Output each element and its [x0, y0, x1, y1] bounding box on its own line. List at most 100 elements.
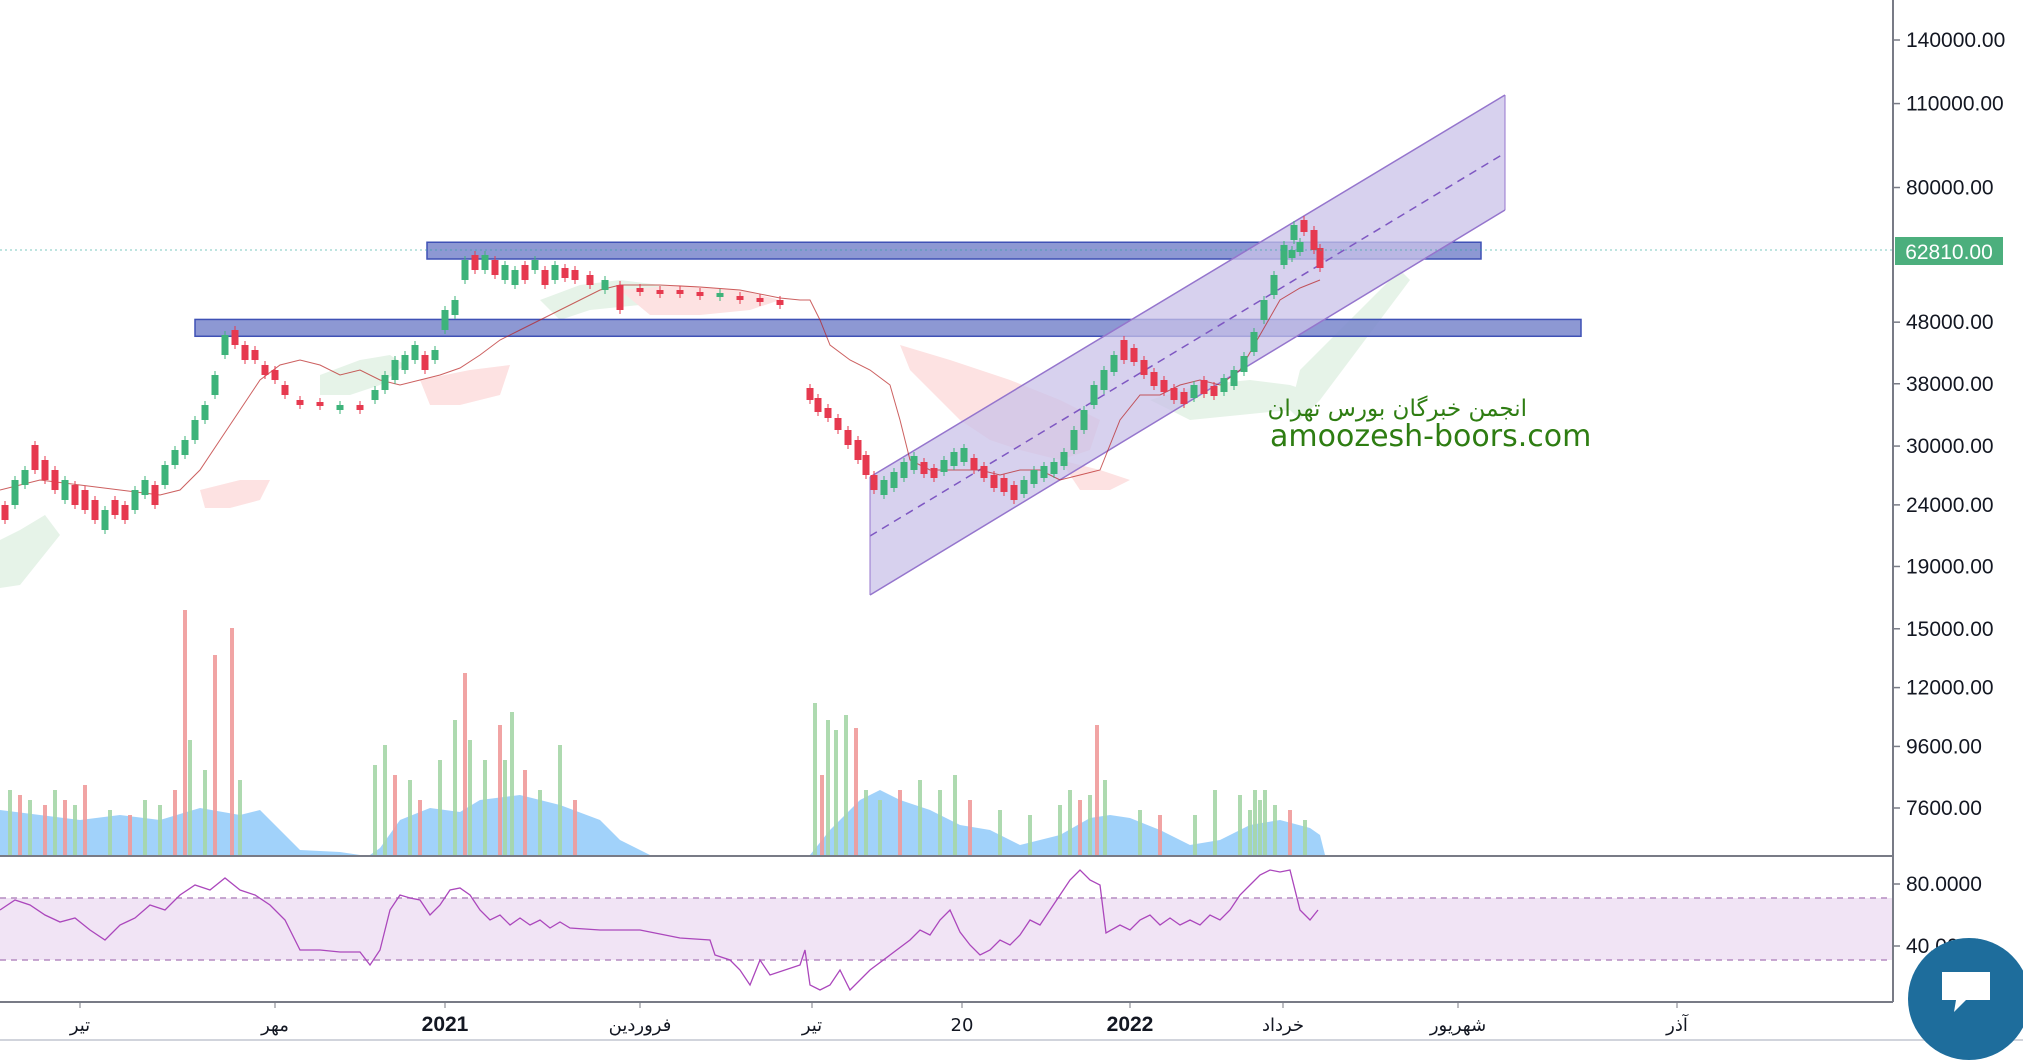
candle-body	[481, 255, 489, 270]
candle-body	[101, 510, 109, 530]
volume-bar	[203, 770, 207, 855]
candle-body	[561, 268, 569, 278]
volume-bar	[63, 800, 67, 855]
candle-body	[890, 472, 898, 488]
candle-body	[806, 388, 814, 400]
volume-bar	[238, 780, 242, 855]
candle-body	[920, 462, 928, 474]
candle-body	[854, 440, 862, 460]
rsi-tick-label: 80.0000	[1906, 873, 1982, 896]
candle-body	[716, 293, 724, 297]
price-tick-label: 7600.00	[1906, 797, 1982, 820]
candle-body	[756, 298, 764, 302]
candle-body	[1120, 340, 1128, 360]
volume-bar	[1088, 795, 1092, 855]
watermark-persian: انجمن خبرگان بورس تهران	[1267, 395, 1527, 422]
candle-body	[201, 405, 209, 420]
volume-bar	[1303, 820, 1307, 855]
resistance-zones[interactable]	[194, 241, 1582, 338]
resistance-zone[interactable]	[426, 241, 1482, 260]
time-axis-label: تیر	[801, 1015, 822, 1036]
channel-mid-line[interactable]	[869, 152, 1506, 537]
time-axis-label: آذر	[1665, 1013, 1689, 1036]
time-axis-label: 2021	[422, 1013, 469, 1036]
candle-body	[814, 398, 822, 412]
last-price-tag	[1895, 237, 2003, 265]
volume-bar	[1263, 790, 1267, 855]
candle-body	[141, 480, 149, 495]
volume-bar	[73, 805, 77, 855]
volume-bar	[938, 790, 942, 855]
volume-bar	[108, 810, 112, 855]
volume-bar	[1095, 725, 1099, 855]
chat-button[interactable]	[1908, 938, 2023, 1060]
candlestick-series[interactable]	[1, 216, 1324, 534]
resistance-zone[interactable]	[194, 318, 1582, 338]
candle-body	[91, 500, 99, 520]
volume-bar	[864, 790, 868, 855]
candle-body	[1316, 248, 1324, 268]
candle-body	[281, 385, 289, 395]
candle-body	[1070, 430, 1078, 450]
volume-bar	[1273, 805, 1277, 855]
volume-bar	[128, 815, 132, 855]
candle-body	[1220, 378, 1228, 392]
candle-body	[601, 280, 609, 290]
time-axis[interactable]: تیر مهر 2021 فروردین تیر 20 2022 خرداد شهریور آذر	[69, 1002, 1689, 1036]
candle-body	[571, 270, 579, 280]
volume-bar	[1103, 780, 1107, 855]
candle-body	[211, 375, 219, 395]
volume-bar	[1158, 815, 1162, 855]
price-tick-label: 15000.00	[1906, 618, 1994, 641]
candle-body	[1260, 300, 1268, 320]
volume-bar	[854, 728, 858, 855]
price-tick-label: 80000.00	[1906, 177, 1994, 200]
candle-body	[824, 408, 832, 418]
volume-bar	[418, 800, 422, 855]
candle-body	[131, 490, 139, 510]
volume-bar	[813, 703, 817, 855]
candle-body	[1080, 410, 1088, 430]
candle-body	[1160, 380, 1168, 392]
price-axis[interactable]: 140000.00 110000.00 80000.00 48000.00 38000.…	[1893, 29, 2005, 820]
price-tick-label: 19000.00	[1906, 555, 1994, 578]
price-tick-label: 110000.00	[1906, 93, 2004, 116]
candle-body	[316, 402, 324, 406]
candle-body	[61, 480, 69, 500]
candle-body	[1130, 348, 1138, 362]
channel-upper-line[interactable]	[869, 94, 1506, 478]
regression-channel[interactable]	[869, 94, 1506, 596]
candle-body	[586, 275, 594, 285]
candle-body	[696, 292, 704, 296]
candle-body	[31, 445, 39, 470]
volume-bar	[878, 800, 882, 855]
volume-bar	[826, 720, 830, 855]
candle-body	[900, 462, 908, 478]
candle-body	[676, 290, 684, 294]
volume-bar	[1193, 815, 1197, 855]
volume-bar	[844, 715, 848, 855]
volume-bar	[1138, 810, 1142, 855]
candle-body	[940, 460, 948, 472]
volume-bar	[953, 775, 957, 855]
candle-body	[51, 470, 59, 490]
volume-bar	[463, 673, 467, 855]
candle-body	[81, 490, 89, 510]
candle-body	[171, 450, 179, 465]
candle-body	[1190, 385, 1198, 398]
volume-bar	[538, 790, 542, 855]
last-price-label: 62810.00	[1905, 241, 1993, 264]
candle-body	[1170, 388, 1178, 400]
candle-body	[870, 475, 878, 490]
candle-body	[910, 456, 918, 470]
time-axis-label: خرداد	[1262, 1015, 1304, 1036]
candle-body	[1, 505, 9, 520]
candle-body	[531, 260, 539, 270]
price-tick-label: 12000.00	[1906, 677, 1994, 700]
price-tick-label: 9600.00	[1906, 735, 1982, 758]
candle-body	[1280, 245, 1288, 265]
candle-body	[421, 355, 429, 370]
volume-bar	[1253, 790, 1257, 855]
volume-bar	[18, 795, 22, 855]
